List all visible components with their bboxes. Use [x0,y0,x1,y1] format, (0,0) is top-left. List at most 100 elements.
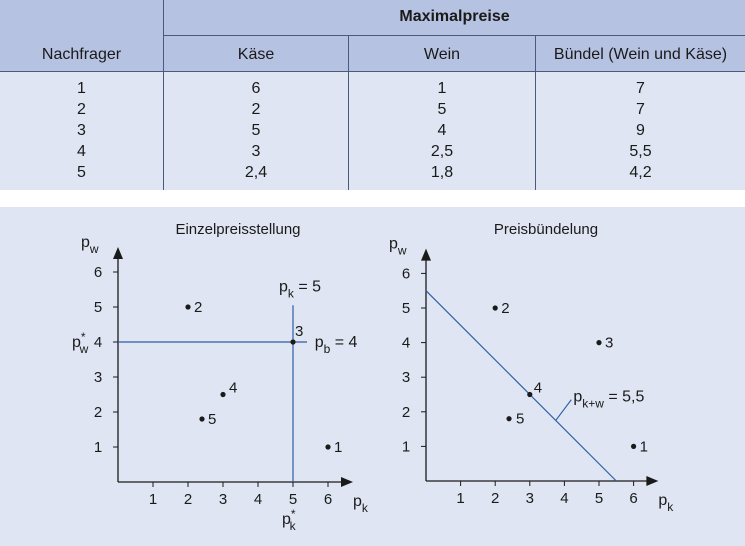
bundle-price-line [425,290,617,482]
y-tick-label: 2 [94,404,102,421]
column-header-kaese: Käse [237,46,275,63]
pw-star-label-main: p [72,334,81,351]
pk-star-label-sub: k [290,519,297,533]
data-point-label: 1 [334,439,342,456]
x-axis-label: pk [353,493,369,515]
table-cell: 7 [636,101,645,118]
charts-panel: Einzelpreisstellung 1 2 3 4 5 6 1 2 3 4 5 6 pw pk 1 2 3 4 5… [0,207,745,546]
data-point-5 [199,416,205,422]
data-point-5 [506,416,512,422]
x-axis-label-main: p [353,493,362,510]
x-tick-label: 5 [595,490,603,507]
table-cell: 2 [251,101,261,118]
data-point-3 [596,340,602,346]
pb-label-sub: b [324,342,331,356]
header-bottom-line [0,71,745,72]
x-tick-label: 3 [219,491,227,508]
chart-title: Preisbündelung [494,221,598,238]
data-point-label: 2 [501,300,509,317]
table-cell: 4,2 [629,164,652,181]
x-axis-label-sub: k [667,500,674,514]
x-tick-label: 2 [491,490,499,507]
table-cell: 6 [251,80,261,97]
x-tick-label: 4 [560,490,568,507]
data-point-label: 1 [640,438,648,455]
data-point-4 [220,391,226,398]
pw-star-label: p* w [72,330,89,356]
table-cell: 4 [77,143,86,160]
header-divider [164,35,745,36]
pw-star-label-sub: w [79,342,89,356]
table-cell: 1,8 [430,164,454,181]
table-cell: 5 [251,122,261,139]
bundle-price-label: pk+w = 5,5 [573,389,644,411]
y-axis-arrow [421,248,431,261]
data-point-1 [631,443,637,449]
y-tick-label: 3 [94,369,102,386]
y-tick-label: 4 [94,334,102,351]
bundle-price-label-main: p [573,389,582,406]
x-axis-arrow [341,477,353,487]
pk-label-main: p [279,278,288,295]
table-cell: 4 [437,122,447,139]
x-tick-label: 6 [324,491,332,508]
column-header-nachfrager: Nachfrager [41,46,122,63]
pw-star-label-sup: * [81,330,86,344]
data-point-label: 3 [605,335,613,352]
pk-star-label: p* k [282,507,297,533]
table-cell: 5 [437,101,447,118]
column-divider [163,0,164,190]
column-header-buendel: Bündel (Wein und Käse) [553,46,728,63]
y-tick-label: 3 [402,369,410,386]
table-cell: 3 [251,143,261,160]
x-tick-label: 6 [629,490,637,507]
pb-label-main: p [315,334,324,351]
data-point-label: 5 [208,411,216,428]
y-tick-label: 1 [402,438,410,455]
x-tick-label: 4 [254,491,262,508]
pk-label: pk = 5 [279,278,321,300]
group-header-maximalpreise: Maximalpreise [399,8,510,25]
y-tick-label: 6 [402,265,410,282]
pk-label-sub: k [288,286,295,300]
y-axis-arrow [113,247,123,259]
bundle-label-leader [555,399,572,421]
y-tick-label: 2 [402,404,410,421]
pb-label: pb = 4 [315,334,358,356]
y-axis-label: pw [389,236,407,258]
x-tick-label: 3 [526,490,534,507]
y-tick-label: 6 [94,264,102,281]
price-table: Maximalpreise Nachfrager Käse Wein Bünde… [0,0,745,190]
data-point-1 [325,444,331,450]
table-cell: 7 [636,80,645,97]
table-cell: 1 [77,80,86,97]
pk-star-label-sup: * [291,507,296,521]
x-axis-label-sub: k [362,501,369,515]
y-axis-label-main: p [81,234,90,251]
data-point-label: 2 [194,299,202,316]
data-point-label: 4 [229,380,237,397]
table-cell: 5 [77,164,86,181]
y-axis-label: pw [81,234,99,256]
x-tick-label: 1 [456,490,464,507]
table-cell: 9 [636,122,645,139]
x-axis-label-main: p [658,492,667,509]
column-divider [348,36,349,190]
x-tick-label: 5 [289,491,297,508]
bundle-price-label-rest: = 5,5 [604,389,645,406]
pk-label-rest: = 5 [294,278,321,295]
y-tick-label: 5 [402,300,410,317]
table-cell: 2,5 [430,143,454,160]
data-point-2 [185,304,191,310]
y-tick-label: 5 [94,299,102,316]
table-cell: 1 [437,80,447,97]
y-axis-label-sub: w [397,244,407,258]
table-cell: 5,5 [629,143,652,160]
x-tick-label: 2 [184,491,192,508]
table-cell: 2,4 [244,164,268,181]
y-axis-label-sub: w [89,242,99,256]
data-point-label: 3 [295,323,303,340]
column-divider [535,36,536,190]
